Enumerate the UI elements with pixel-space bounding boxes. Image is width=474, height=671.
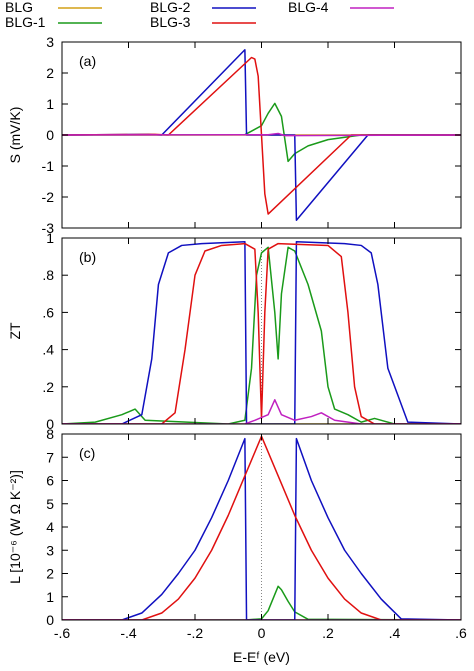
- series-line-blg-3: [62, 435, 461, 620]
- y-tick-label: .2: [42, 379, 54, 395]
- y-tick-label: 1: [46, 589, 54, 605]
- y-tick-label: 0: [46, 612, 54, 628]
- y-tick-label: 3: [46, 34, 54, 50]
- y-tick-label: 7: [46, 449, 54, 465]
- chart-panel-b: 0 .2 .4 .6 .8 1 (b) ZT: [7, 230, 462, 432]
- y-axis-title: S (mV/K): [7, 107, 23, 164]
- x-tick-label: .4: [389, 625, 401, 641]
- legend-entry: BLG-1: [5, 14, 102, 30]
- y-tick-label: -1: [42, 158, 55, 174]
- y-tick-label: 2: [46, 65, 54, 81]
- legend-label: BLG-1: [5, 14, 46, 30]
- legend-entry: BLG-2: [150, 0, 256, 15]
- x-tick-label: -.2: [187, 625, 204, 641]
- y-tick-label: .4: [42, 342, 54, 358]
- panel-label: (c): [79, 445, 95, 461]
- series-group: [62, 435, 461, 620]
- y-tick-label: 1: [46, 96, 54, 112]
- series-group: [62, 49, 461, 221]
- x-tick-label: .6: [455, 625, 467, 641]
- y-tick-label: 0: [46, 127, 54, 143]
- legend-entry: BLG-3: [150, 14, 256, 30]
- y-tick-label: 8: [46, 426, 54, 442]
- y-tick-label: -2: [42, 189, 55, 205]
- legend-entry: BLG: [5, 0, 102, 15]
- legend-entry: BLG-4: [288, 0, 394, 15]
- series-line-blg-2: [62, 437, 461, 620]
- y-tick-label: -3: [42, 220, 55, 236]
- series-line-blg-1: [62, 246, 461, 424]
- series-line-blg-1: [62, 585, 461, 620]
- legend-label: BLG-4: [288, 0, 329, 15]
- chart-panel-a: -3 -2 -1 0 1 2 3 (a) S (mV/K): [7, 34, 462, 236]
- y-tick-label: 5: [46, 496, 54, 512]
- y-tick-label: 1: [46, 230, 54, 246]
- y-axis-title: L [10⁻⁶ (W Ω K⁻²)]: [7, 470, 23, 584]
- legend-label: BLG-3: [150, 14, 191, 30]
- series-line-blg-2: [62, 240, 461, 424]
- panel-label: (a): [79, 53, 96, 69]
- panel-label: (b): [79, 249, 96, 265]
- y-tick-label: .6: [42, 304, 54, 320]
- series-line-blg-4: [62, 399, 461, 424]
- x-tick-label: .2: [322, 625, 334, 641]
- series-group: [62, 240, 461, 424]
- y-tick-label: 2: [46, 566, 54, 582]
- y-tick-label: .8: [42, 267, 54, 283]
- y-tick-label: 6: [46, 473, 54, 489]
- series-line-blg-4: [62, 132, 461, 137]
- y-tick-label: 4: [46, 519, 54, 535]
- legend-label: BLG: [5, 0, 33, 15]
- legend-label: BLG-2: [150, 0, 191, 15]
- x-axis-title: E-Eᶠ (eV): [233, 649, 290, 665]
- x-tick-label: -.6: [54, 625, 71, 641]
- y-tick-label: 3: [46, 542, 54, 558]
- x-tick-label: 0: [258, 625, 266, 641]
- y-tick-label: 0: [46, 416, 54, 432]
- series-line-blg-3: [62, 242, 461, 424]
- panels: -3 -2 -1 0 1 2 3 (a) S (mV/K) 0 .2 .4 .6 .8 1 (b) ZT 0 1 2 3…: [7, 34, 467, 665]
- chart-panel-c: 0 1 2 3 4 5 6 7 8 -.6 -.4 -.2 0 .2 .4 .6 (c) L [10⁻⁶ (W Ω…: [7, 426, 467, 665]
- x-tick-label: -.4: [120, 625, 137, 641]
- series-line-blg-1: [62, 102, 461, 163]
- y-axis-title: ZT: [7, 322, 23, 340]
